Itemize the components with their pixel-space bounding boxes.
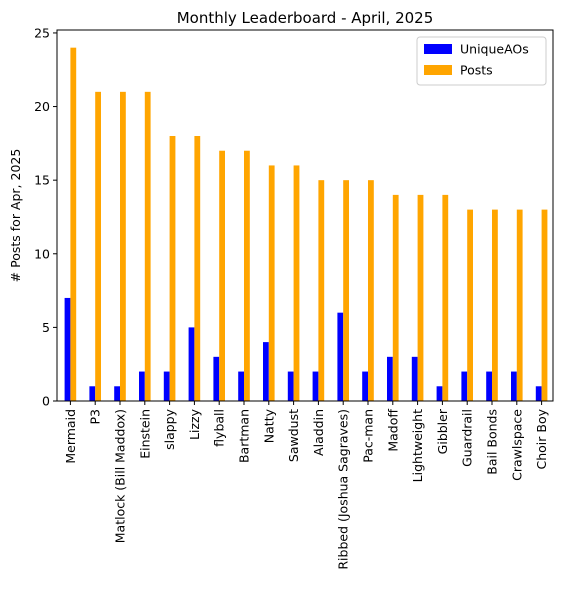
bar-posts-10 — [318, 180, 325, 401]
bar-posts-1 — [95, 91, 101, 401]
x-tick-label: Lizzy — [187, 408, 202, 440]
bar-posts-9 — [293, 165, 300, 401]
bar-posts-17 — [492, 209, 498, 401]
x-tick-label: Guardrail — [460, 409, 475, 467]
bar-uniqueaos-8 — [263, 342, 269, 401]
x-tick-label: P3 — [88, 409, 103, 425]
bar-uniqueaos-14 — [411, 356, 418, 401]
bar-uniqueaos-16 — [461, 371, 468, 401]
x-tick-label: slappy — [162, 408, 177, 450]
bar-uniqueaos-4 — [163, 371, 170, 401]
y-tick-label: 5 — [42, 320, 50, 335]
x-tick-label: Natty — [261, 408, 276, 443]
x-tick-label: Madoff — [385, 409, 400, 452]
bar-uniqueaos-17 — [486, 371, 492, 401]
x-tick-label: Lightweight — [410, 409, 425, 482]
x-tick-label: Ribbed (Joshua Sagraves) — [336, 409, 351, 570]
bar-posts-12 — [368, 180, 374, 401]
x-tick-label: Crawlspace — [509, 409, 524, 481]
bars-group — [64, 47, 548, 402]
bar-posts-11 — [343, 180, 349, 401]
bar-posts-5 — [194, 136, 201, 401]
x-tick-label: Mermaid — [63, 409, 78, 464]
x-tick-label: Bail Bonds — [485, 409, 500, 475]
y-tick-label: 20 — [34, 99, 50, 114]
x-tick-label: Bartman — [237, 409, 252, 463]
bar-posts-19 — [541, 209, 548, 401]
x-tick-label: Einstein — [137, 409, 152, 459]
y-tick-label: 15 — [34, 173, 50, 188]
bar-uniqueaos-18 — [511, 371, 517, 401]
bar-posts-18 — [516, 209, 523, 401]
x-tick-label: Gibbler — [435, 408, 450, 454]
bar-uniqueaos-1 — [89, 386, 96, 401]
y-tick-label: 0 — [42, 394, 50, 409]
bar-uniqueaos-9 — [287, 371, 294, 401]
legend-swatch-uniqueaos — [424, 44, 452, 54]
bar-uniqueaos-10 — [312, 371, 319, 401]
bar-posts-16 — [467, 209, 473, 401]
bar-uniqueaos-7 — [238, 371, 244, 401]
x-tick-label: Pac-man — [361, 409, 376, 463]
bar-uniqueaos-0 — [64, 297, 71, 401]
x-tick-label: Matlock (Bill Maddox) — [113, 409, 128, 543]
bar-posts-7 — [244, 150, 250, 401]
bar-uniqueaos-2 — [114, 386, 120, 401]
bar-uniqueaos-19 — [535, 386, 542, 401]
bar-uniqueaos-12 — [362, 371, 368, 401]
plot-frame — [56, 29, 554, 402]
x-tick-label: Choir Boy — [534, 408, 549, 469]
legend-label-uniqueaos: UniqueAOs — [460, 42, 529, 57]
y-axis-label: # Posts for Apr, 2025 — [8, 149, 23, 283]
bar-posts-15 — [442, 194, 449, 401]
bar-posts-2 — [120, 91, 126, 401]
bar-posts-4 — [169, 136, 176, 401]
bar-posts-3 — [144, 91, 151, 401]
bar-posts-14 — [417, 194, 424, 401]
y-tick-label: 25 — [34, 25, 50, 40]
y-axis: 0 5 10 15 20 25 — [34, 25, 57, 409]
bar-posts-6 — [219, 150, 225, 401]
legend: UniqueAOs Posts — [416, 36, 547, 86]
bar-uniqueaos-13 — [387, 356, 393, 401]
chart-title: Monthly Leaderboard - April, 2025 — [177, 9, 434, 27]
x-tick-label: Sawdust — [286, 409, 301, 462]
x-axis: Mermaid P3 Matlock (Bill Maddox) Einstein sl… — [63, 401, 549, 570]
legend-swatch-posts — [424, 65, 452, 75]
x-tick-label: flyball — [212, 409, 227, 447]
bar-uniqueaos-5 — [188, 327, 195, 401]
bar-uniqueaos-15 — [436, 386, 443, 401]
bar-posts-13 — [392, 194, 399, 401]
bar-uniqueaos-6 — [213, 356, 220, 401]
x-tick-label: Aladdin — [311, 409, 326, 456]
bar-posts-0 — [70, 47, 77, 402]
bar-posts-8 — [268, 165, 275, 401]
bar-uniqueaos-3 — [139, 371, 145, 401]
bar-uniqueaos-11 — [337, 312, 344, 401]
y-tick-label: 10 — [34, 246, 50, 261]
legend-label-posts: Posts — [460, 63, 493, 78]
